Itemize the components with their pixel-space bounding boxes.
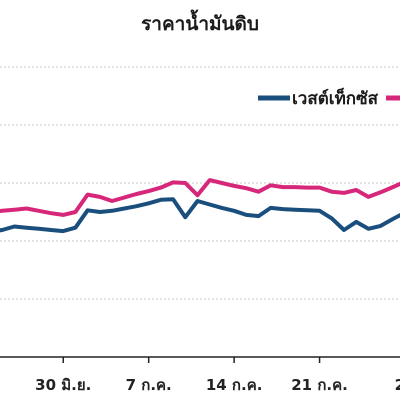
- legend: เวสต์เท็กซัส: [258, 86, 400, 109]
- x-tick-label-4: 28: [395, 376, 400, 394]
- grid-lines: [0, 66, 400, 300]
- x-tick-label-1: 7 ก.ค.: [126, 376, 172, 394]
- x-tick-label-3: 21 ก.ค.: [291, 376, 348, 394]
- series-lines: [0, 178, 400, 234]
- x-tick-label-2: 14 ก.ค.: [206, 376, 263, 394]
- series-line-second: [0, 178, 400, 217]
- legend-label-west-texas: เวสต์เท็กซัส: [292, 86, 379, 109]
- series-line-west-texas: [0, 197, 400, 234]
- x-axis: 30 มิ.ย. 7 ก.ค. 14 ก.ค. 21 ก.ค. 28: [0, 356, 400, 394]
- chart-title: ราคาน้ำมันดิบ: [141, 9, 259, 35]
- x-tick-label-0: 30 มิ.ย.: [35, 376, 91, 394]
